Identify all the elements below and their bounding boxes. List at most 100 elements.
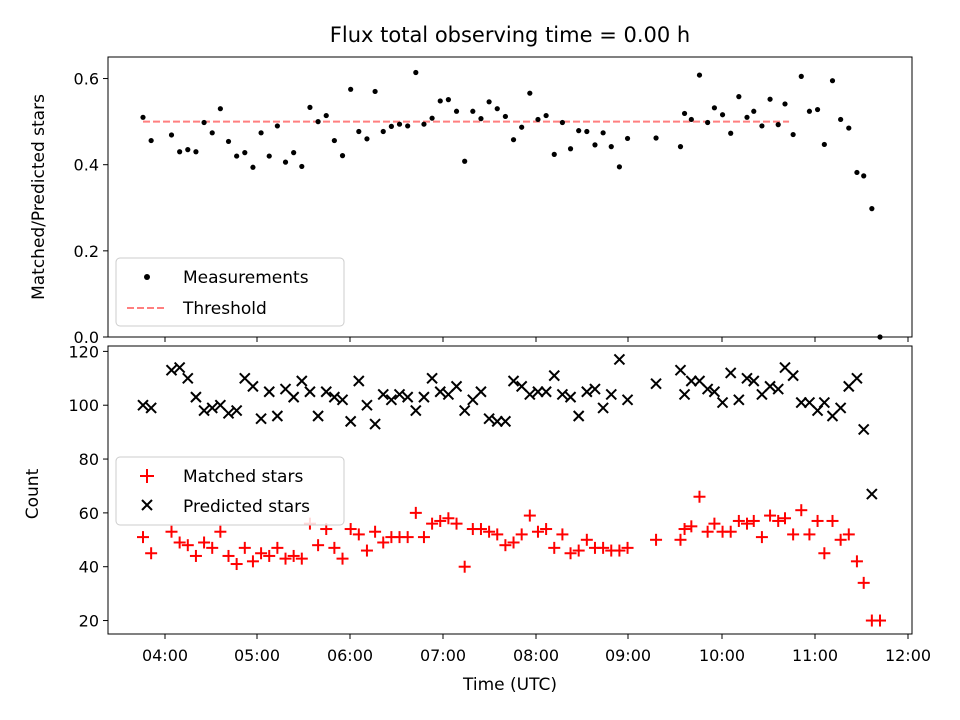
predicted-star-point [866,488,878,500]
measurement-point [688,116,694,123]
predicted-star-point [613,353,626,366]
matched-star-point [344,523,357,536]
matched-star-point [842,528,855,541]
matched-star-point [328,541,341,554]
matched-star-point [474,523,487,536]
measurement-point [140,114,146,120]
predicted-star-point [458,404,471,417]
predicted-star-point [336,394,349,406]
predicted-star-point [834,402,847,414]
matched-star-point [499,539,512,552]
matched-star-point [458,560,471,573]
matched-star-point [708,517,721,530]
bottom-x-tick-label: 12:00 [885,646,931,665]
matched-star-point [206,541,219,554]
matched-star-point [787,528,800,541]
measurement-point [510,137,517,143]
predicted-star-point [581,386,593,398]
matched-star-point [650,533,663,546]
predicted-star-point [271,410,284,422]
matched-star-point [377,536,390,549]
predicted-star-point [621,394,634,406]
matched-star-point [597,541,610,554]
measurement-point [592,142,598,148]
measurement-point [711,105,718,111]
predicted-star-point [369,418,381,430]
matched-star-point [732,514,745,527]
measurement-point [148,137,154,144]
matched-star-point [246,555,259,568]
measurement-point [759,123,765,129]
top-y-tick-label: 0.0 [74,328,99,347]
predicted-star-point [361,399,373,411]
measurement-point [653,135,659,141]
predicted-star-point [304,386,316,398]
matched-star-point [137,531,149,544]
measurement-point [201,119,207,126]
matched-star-point [523,509,536,522]
measurement-point [348,86,354,92]
predicted-star-point [499,415,512,428]
predicted-star-point [328,391,341,403]
measurement-point [323,112,329,119]
matched-star-point [165,525,178,538]
predicted-star-point [491,415,503,428]
measurement-point [576,128,582,134]
measurement-point [453,108,460,114]
predicted-star-point [206,402,218,414]
matched-star-point [312,539,325,552]
matched-star-point [450,517,463,530]
matched-star-point [701,525,714,538]
measurements-legend-marker [144,274,150,280]
measurement-point [258,130,264,136]
predicted-star-point [724,367,737,379]
matched-star-point [874,614,886,627]
predicted-star-point [287,391,300,403]
measurement-point [806,108,813,114]
measurement-point [242,150,248,156]
predicted-star-point [708,386,721,398]
bottom-x-tick-label: 11:00 [792,646,838,665]
matched-star-point [336,552,349,565]
predicted-star-point [255,412,267,425]
top-y-tick-label: 0.2 [74,242,99,261]
measurement-point [168,132,175,138]
matched-star-point [442,512,455,525]
predicted-star-point [650,377,662,390]
matched-star-point [181,539,194,552]
matched-star-point [755,531,768,544]
measurement-point [790,131,796,138]
bottom-plot-area: 20 40 60 80 100 120 04:00 05:00 06:00 07:00 08:00 0… [68,342,931,665]
measurement-point [838,116,844,123]
bottom-y-tick-label: 80 [79,450,99,469]
predicted-star-point [296,375,308,387]
measurement-point [388,123,394,129]
matched-star-point [222,549,235,562]
predicted-star-point [312,410,324,422]
predicted-star-point [564,391,577,403]
measurement-point [470,108,476,114]
matched-star-point [238,541,251,554]
predicted-star-point [182,372,194,385]
predicted-star-point [173,361,186,374]
matched-star-point [693,490,706,503]
matched-star-point [674,533,687,546]
predicted-star-point [532,386,544,398]
predicted-star-point [483,412,495,425]
predicted-star-point [787,369,799,382]
measurement-point [736,94,742,100]
measurement-point [600,130,606,136]
matched-star-point [189,549,202,562]
predicted-star-point [222,407,235,419]
legend-label-measurements: Measurements [183,268,309,288]
predicted-star-point [597,402,609,414]
bottom-x-tick-label: 08:00 [513,646,559,665]
matched-star-point [491,528,504,541]
matched-star-point [198,536,211,549]
measurement-point [502,113,508,120]
measurement-point [494,106,500,112]
measurement-point [584,128,590,135]
measurement-point [217,106,223,112]
matched-star-point [214,525,227,538]
